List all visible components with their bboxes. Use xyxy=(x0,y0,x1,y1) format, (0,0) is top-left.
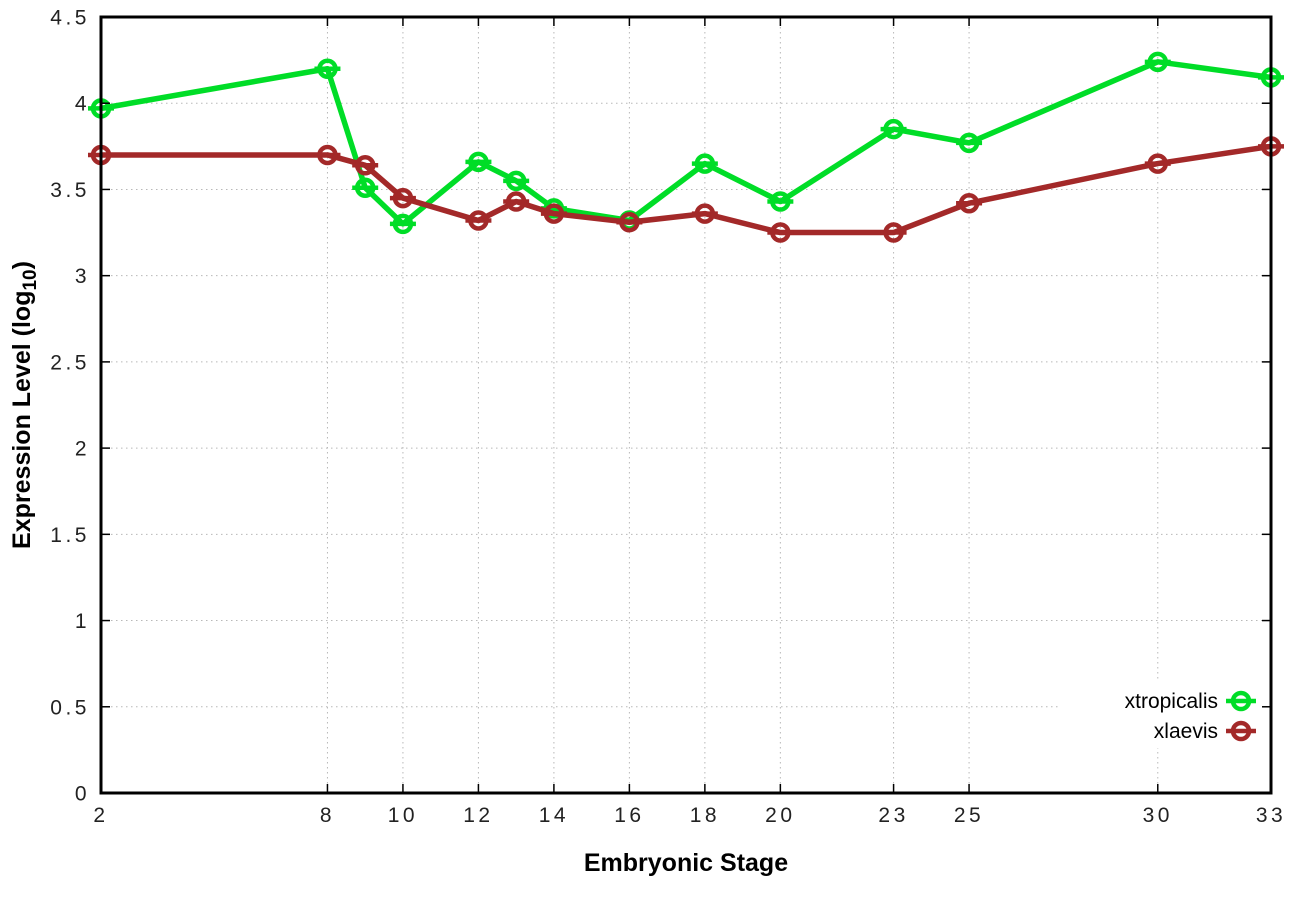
data-point-xlaevis xyxy=(354,155,376,176)
series-line-xtropicalis xyxy=(98,59,1274,227)
y-tick-label: 2 xyxy=(75,438,90,461)
y-axis-title: Expression Level (log10) xyxy=(8,261,41,549)
data-point-xlaevis xyxy=(317,144,338,166)
x-tick-label: 2 xyxy=(93,804,108,827)
y-tick-label: 2.5 xyxy=(50,351,90,374)
data-point-xtropicalis xyxy=(958,132,980,154)
x-tick-label: 23 xyxy=(878,804,908,827)
data-point-xlaevis xyxy=(543,203,565,224)
data-point-xlaevis xyxy=(694,203,716,224)
data-point-xlaevis xyxy=(505,191,527,212)
legend-background xyxy=(1058,682,1264,748)
data-point-xlaevis xyxy=(392,187,414,209)
data-point-xtropicalis xyxy=(694,153,716,174)
series-xlaevis xyxy=(88,136,1284,243)
legend: xtropicalis xlaevis xyxy=(1058,682,1264,748)
legend-label-xtropicalis: xtropicalis xyxy=(1125,690,1218,713)
y-tick-label: 0.5 xyxy=(50,696,90,719)
y-tick-label: 3.5 xyxy=(50,179,90,202)
x-tick-label: 30 xyxy=(1143,804,1173,827)
y-tick-label: 3 xyxy=(75,265,90,288)
y-tick-label: 0 xyxy=(75,783,90,806)
data-point-xlaevis xyxy=(468,210,489,231)
y-tick-label: 4.5 xyxy=(50,7,90,30)
series-xtropicalis xyxy=(88,51,1284,235)
legend-label-xlaevis: xlaevis xyxy=(1154,720,1218,743)
legend-marker-icon-xlaevis xyxy=(1230,720,1252,742)
data-point-xtropicalis xyxy=(468,151,489,173)
x-tick-label: 25 xyxy=(954,804,984,827)
data-point-xtropicalis xyxy=(354,177,376,198)
x-tick-label: 18 xyxy=(690,804,720,827)
data-point-xtropicalis xyxy=(317,58,338,79)
y-tick-label: 4 xyxy=(75,93,90,116)
tick-labels: 2 8 10 12 14 16 18 20 23 25 30 33 0 0.5 1 1.5 2 2.5 3 3.5 4 4… xyxy=(50,7,1286,828)
data-point-xtropicalis xyxy=(883,118,904,140)
x-axis-title: Embryonic Stage xyxy=(584,849,788,877)
data-point-xtropicalis xyxy=(505,170,527,192)
y-tick-label: 1 xyxy=(75,610,90,633)
x-tick-label: 8 xyxy=(320,804,335,827)
x-tick-label: 12 xyxy=(463,804,493,827)
x-tick-label: 14 xyxy=(539,804,569,827)
data-point-xlaevis xyxy=(770,222,791,243)
x-tick-label: 20 xyxy=(765,804,795,827)
x-tick-label: 33 xyxy=(1256,804,1286,827)
border-box xyxy=(99,15,1273,795)
y-tick-label: 1.5 xyxy=(50,524,90,547)
data-point-xlaevis xyxy=(619,211,640,233)
plot-border xyxy=(99,15,1273,795)
x-tick-label: 16 xyxy=(614,804,644,827)
gridlines xyxy=(101,17,1271,793)
data-point-xtropicalis xyxy=(392,213,414,235)
legend-marker-icon-xtropicalis xyxy=(1230,690,1252,712)
x-tick-label: 10 xyxy=(388,804,418,827)
data-point-xlaevis xyxy=(958,192,980,214)
data-point-xlaevis xyxy=(1147,153,1169,174)
data-point-xlaevis xyxy=(883,222,904,243)
data-point-xtropicalis xyxy=(770,191,791,212)
data-point-xtropicalis xyxy=(1147,51,1169,73)
